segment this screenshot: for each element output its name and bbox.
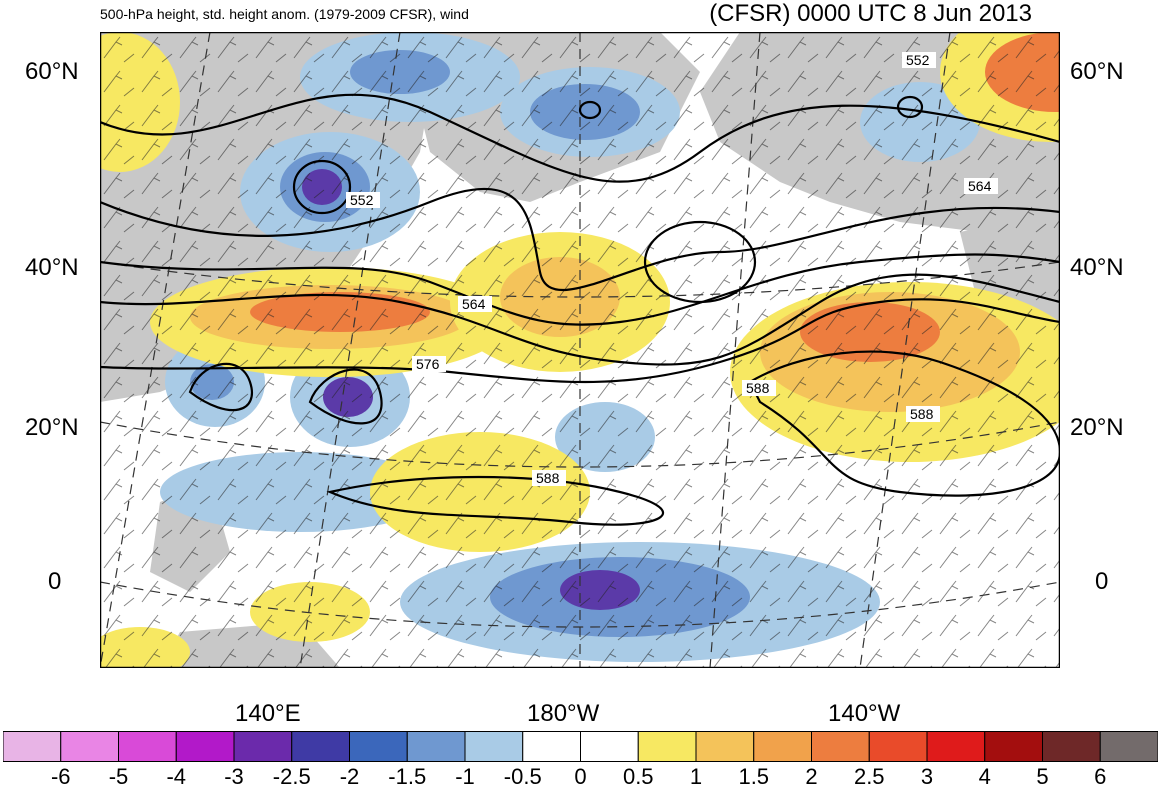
- colorbar-tick-label: 0: [574, 764, 587, 789]
- map-title: (CFSR) 0000 UTC 8 Jun 2013: [709, 0, 1032, 27]
- lat-label-40n-left: 40°N: [25, 254, 79, 281]
- colorbar-swatch: [1099, 731, 1158, 762]
- colorbar-swatch: [233, 731, 293, 762]
- colorbar-tick-label: 1: [689, 764, 703, 789]
- lat-label-60n-right: 60°N: [1070, 58, 1124, 85]
- map-frame: [100, 32, 1060, 668]
- contour-label-588-c: 588: [910, 406, 934, 422]
- colorbar-swatch: [637, 731, 697, 762]
- colorbar-tick-label: 6: [1094, 764, 1107, 789]
- contour-label-588-a: 588: [536, 470, 560, 486]
- height-contours: [100, 93, 1060, 526]
- colorbar-swatch: [175, 731, 235, 762]
- colorbar-swatch: [60, 731, 119, 762]
- lat-label-eq-left: 0: [48, 568, 62, 595]
- contour-label-552-b: 552: [906, 52, 930, 68]
- colorbar-tick-label: -1: [455, 764, 475, 789]
- colorbar-swatch: [1042, 731, 1101, 762]
- colorbar-swatch: [406, 731, 466, 762]
- colorbar-tick-label: -0.5: [503, 764, 542, 789]
- colorbar-tick-label: -1.5: [388, 764, 427, 789]
- colorbar-tick-label: -3: [224, 764, 244, 789]
- colorbar-swatch: [926, 731, 986, 762]
- colorbar-tick-label: 4: [978, 764, 991, 789]
- colorbar-tick-label: 1.5: [738, 764, 770, 789]
- colorbar-swatch: [811, 731, 870, 762]
- contour-label-588-b: 588: [746, 380, 770, 396]
- map-subtitle: 500-hPa height, std. height anom. (1979-…: [100, 6, 469, 22]
- colorbar-tick-label: -2: [339, 764, 360, 789]
- colorbar: [3, 731, 1158, 762]
- colorbar-swatch: [984, 731, 1043, 762]
- lat-label-40n-right: 40°N: [1070, 254, 1124, 281]
- contour-label-552-a: 552: [350, 192, 374, 208]
- lat-label-20n-left: 20°N: [25, 414, 79, 441]
- colorbar-swatch: [868, 731, 928, 762]
- colorbar-swatch: [753, 731, 812, 762]
- lon-label-140w: 140°W: [828, 700, 901, 727]
- contour-label-576: 576: [416, 356, 440, 372]
- lat-label-20n-right: 20°N: [1070, 414, 1124, 441]
- lat-label-eq-right: 0: [1095, 568, 1109, 595]
- colorbar-tick-label: 3: [920, 764, 934, 789]
- colorbar-tick-label: -5: [108, 764, 129, 789]
- colorbar-tick-label: 0.5: [622, 764, 654, 789]
- contour-label-564-b: 564: [968, 178, 992, 194]
- colorbar-tick-label: 2: [805, 764, 818, 789]
- lat-label-60n-left: 60°N: [25, 58, 79, 85]
- colorbar-swatch: [522, 731, 581, 762]
- colorbar-swatch: [349, 731, 408, 762]
- contour-labels: 552 552 564 564 576 588 588 588: [346, 52, 998, 486]
- colorbar-swatch: [291, 731, 350, 762]
- colorbar-swatch: [464, 731, 524, 762]
- wind-barbs: [100, 32, 1060, 668]
- lon-label-180: 180°W: [527, 700, 600, 727]
- colorbar-tick-label: -2.5: [272, 764, 311, 789]
- colorbar-swatch: [3, 731, 62, 762]
- lon-label-140e: 140°E: [235, 700, 301, 727]
- colorbar-tick-label: -6: [50, 764, 71, 789]
- contour-label-564-a: 564: [462, 296, 486, 312]
- colorbar-swatch: [695, 731, 755, 762]
- graticule: [100, 32, 1060, 668]
- colorbar-tick-label: -4: [166, 764, 187, 789]
- colorbar-swatch: [580, 731, 639, 762]
- anomaly-map: 552 552 564 564 576 588 588 588: [100, 32, 1060, 668]
- colorbar-swatch: [118, 731, 177, 762]
- colorbar-tick-label: 2.5: [853, 764, 885, 789]
- colorbar-tick-label: 5: [1036, 764, 1049, 789]
